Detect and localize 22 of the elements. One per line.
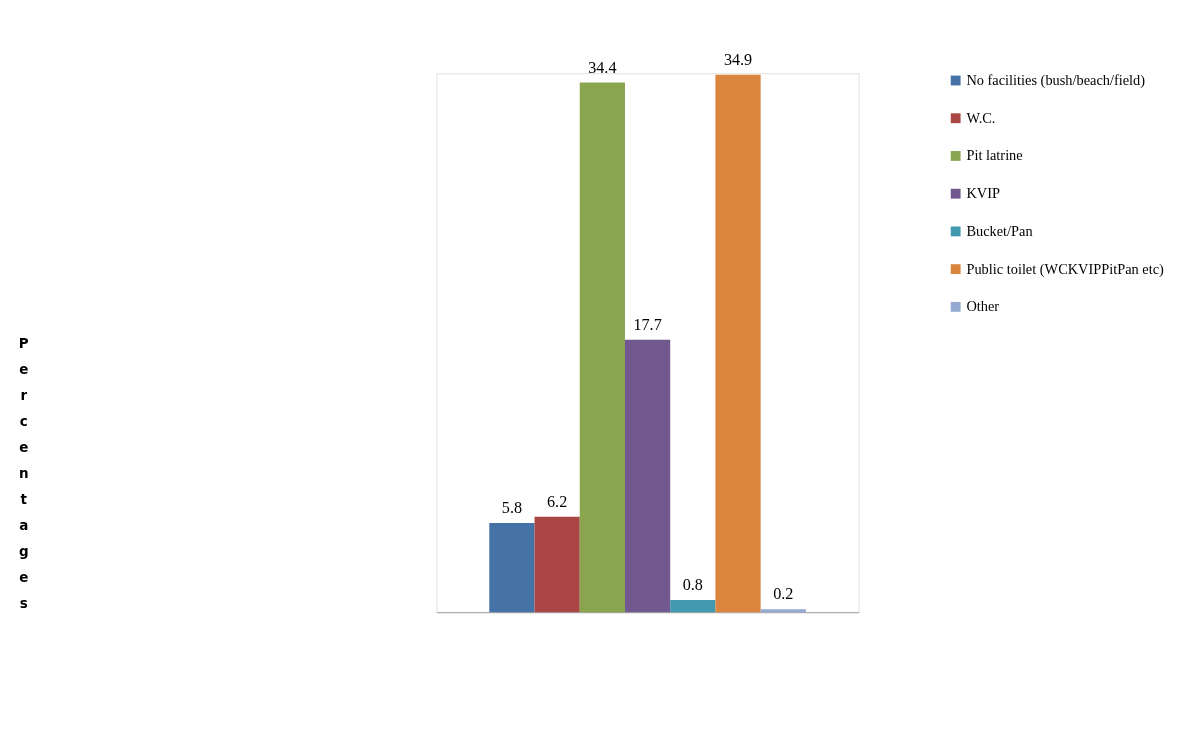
data-label: 17.7 [633, 315, 662, 333]
data-label: 0.8 [682, 576, 703, 594]
legend-label: Other [966, 298, 1000, 315]
data-label: 5.8 [501, 499, 522, 517]
text: Percentages [18, 334, 29, 612]
bar [579, 82, 625, 613]
legend-label: W.C. [966, 109, 996, 126]
legend-label: Pit latrine [966, 147, 1023, 164]
data-label: 34.9 [723, 50, 753, 68]
legend-label: KVIP [966, 185, 1000, 202]
legend-label: Bucket/Pan [966, 222, 1033, 239]
bar [624, 339, 671, 613]
bar [715, 74, 761, 613]
bar [670, 599, 716, 613]
data-label: 0.2 [773, 585, 794, 603]
legend-label: Public toilet (WCKVIPPitPan etc) [966, 260, 1165, 278]
bar [760, 609, 806, 613]
bar [489, 522, 535, 613]
legend-label: No facilities (bush/beach/field) [966, 72, 1146, 89]
bar [534, 516, 580, 613]
data-label: 6.2 [547, 492, 568, 510]
data-label: 34.4 [588, 58, 617, 76]
